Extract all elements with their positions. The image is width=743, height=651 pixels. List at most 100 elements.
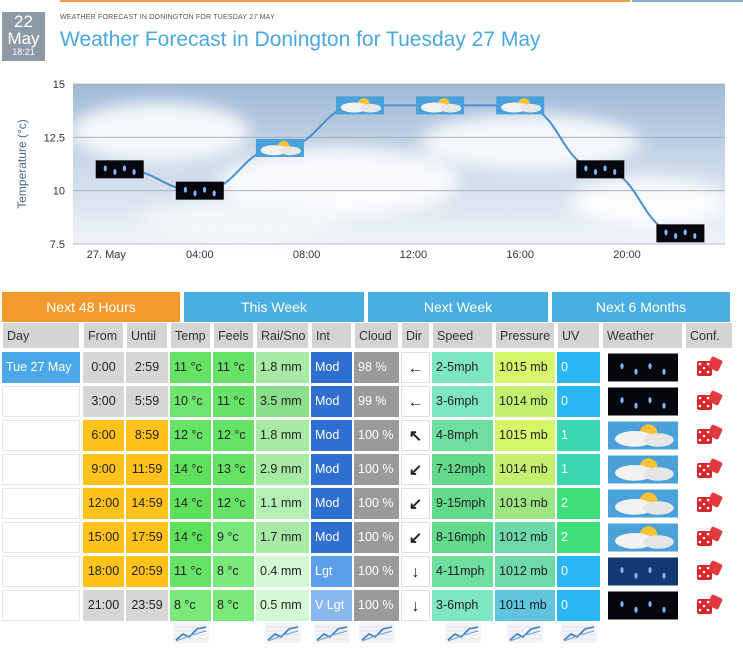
icon-raindrop (122, 165, 127, 172)
trend-line-2 (509, 630, 541, 642)
icon-sky (576, 160, 625, 179)
icon-raindrop (113, 169, 117, 176)
column-header-pressure: Pressure (495, 322, 555, 349)
confidence-dice-icon[interactable] (685, 420, 733, 451)
icon-raindrop (620, 601, 624, 608)
dice-pip (706, 566, 710, 570)
confidence-dice-icon[interactable] (685, 590, 733, 621)
trend-chart-icon[interactable] (313, 623, 350, 643)
tab-next-6-months[interactable]: Next 6 Months (552, 292, 730, 322)
dice-face-small (707, 594, 723, 610)
trend-chart-svg (313, 623, 350, 643)
x-tick-label: 08:00 (293, 249, 321, 261)
tab-this-week[interactable]: This Week (184, 292, 364, 322)
x-tick-label: 27. May (87, 249, 127, 261)
cell-day (2, 488, 80, 519)
sun-cloud-icon (416, 96, 465, 115)
cell-uv: 0 (557, 352, 600, 383)
sun-cloud-icon (608, 523, 678, 552)
trend-chart-icon[interactable] (507, 623, 543, 643)
table-row: 18:00 20:59 11 °c 8 °c 0.4 mm Lgt 100 % ↓ 4-11mp… (2, 556, 733, 587)
icon-raindrop (662, 368, 666, 375)
tab-next-week[interactable]: Next Week (368, 292, 548, 322)
dice-face-small (707, 390, 723, 406)
cell-rain: 0.5 mm (256, 590, 309, 621)
cell-int: V Lgt (311, 590, 352, 621)
cell-rain: 1.8 mm (256, 420, 309, 451)
trend-chart-icon[interactable] (358, 623, 395, 643)
icon-raindrop (693, 233, 697, 240)
dice-pip (706, 464, 710, 468)
cell-dir: ↓ (401, 590, 430, 621)
sun-cloud-icon (255, 139, 304, 157)
dice-pip (706, 430, 710, 434)
tab-next-48-hours[interactable]: Next 48 Hours (2, 292, 180, 322)
icon-sky (656, 224, 705, 243)
cell-day[interactable]: Tue 27 May (2, 352, 80, 383)
cell-day (2, 522, 80, 553)
cell-temp: 8 °c (170, 590, 211, 621)
cell-feels: 8 °c (213, 556, 254, 587)
dice-pip (698, 404, 702, 408)
cell-uv: 2 (557, 488, 600, 519)
icon-raindrop (193, 190, 197, 197)
cell-feels: 8 °c (213, 590, 254, 621)
date-badge: 22 May 18:21 (2, 12, 45, 61)
dice-pip (698, 574, 702, 578)
confidence-dice-icon[interactable] (685, 352, 733, 383)
cell-rain: 3.5 mm (256, 386, 309, 417)
dice-pip (698, 498, 702, 502)
cell-weather (602, 386, 683, 417)
cell-speed: 8-16mph (432, 522, 493, 553)
confidence-dice-icon[interactable] (685, 488, 733, 519)
dice-pip (706, 438, 710, 442)
cell-from: 12:00 (83, 488, 124, 519)
dice-pip (706, 540, 710, 544)
weather-icon-svg (608, 455, 678, 484)
icon-cloud (615, 499, 655, 515)
confidence-dice-icon[interactable] (685, 522, 733, 553)
dice-pip (706, 370, 710, 374)
y-tick-label: 15 (53, 79, 65, 91)
column-header-weather: Weather (602, 322, 683, 349)
cell-weather (602, 522, 683, 553)
trend-chart-icon[interactable] (264, 623, 301, 643)
trend-line (360, 626, 392, 641)
trend-line-2 (563, 630, 594, 642)
cell-from: 9:00 (83, 454, 124, 485)
dice-icon (697, 390, 723, 410)
cell-until: 17:59 (126, 522, 168, 553)
cell-day (2, 386, 80, 417)
x-tick-label: 20:00 (613, 249, 641, 261)
dice-pip (698, 506, 702, 510)
confidence-dice-icon[interactable] (685, 454, 733, 485)
icon-raindrop (593, 169, 598, 176)
icon-cloud (643, 467, 674, 481)
icon-raindrop (203, 186, 207, 193)
dice-pip (706, 396, 710, 400)
dice-icon (697, 356, 723, 376)
dice-pip (698, 370, 702, 374)
confidence-dice-icon[interactable] (685, 386, 733, 417)
trend-chart-svg (358, 623, 395, 643)
icon-raindrop (613, 169, 617, 176)
dice-pip (698, 608, 702, 612)
trend-chart-svg (507, 623, 543, 643)
icon-cloud (643, 535, 674, 549)
trend-chart-icon[interactable] (560, 623, 597, 643)
column-header-speed: Speed (432, 322, 493, 349)
trend-chart-icon[interactable] (172, 623, 209, 643)
dice-pip (706, 506, 710, 510)
confidence-dice-icon[interactable] (685, 556, 733, 587)
y-tick-label: 10 (53, 186, 65, 198)
trend-chart-icon[interactable] (444, 623, 481, 643)
cell-int: Mod (311, 352, 352, 383)
dice-face-small (707, 492, 723, 508)
icon-cloud (360, 103, 382, 113)
icon-sky (175, 181, 224, 200)
dice-pip (698, 464, 702, 468)
cell-dir: ↙ (401, 454, 430, 485)
dice-pip (706, 472, 710, 476)
weather-icon-svg (608, 557, 678, 586)
cell-from: 21:00 (83, 590, 124, 621)
